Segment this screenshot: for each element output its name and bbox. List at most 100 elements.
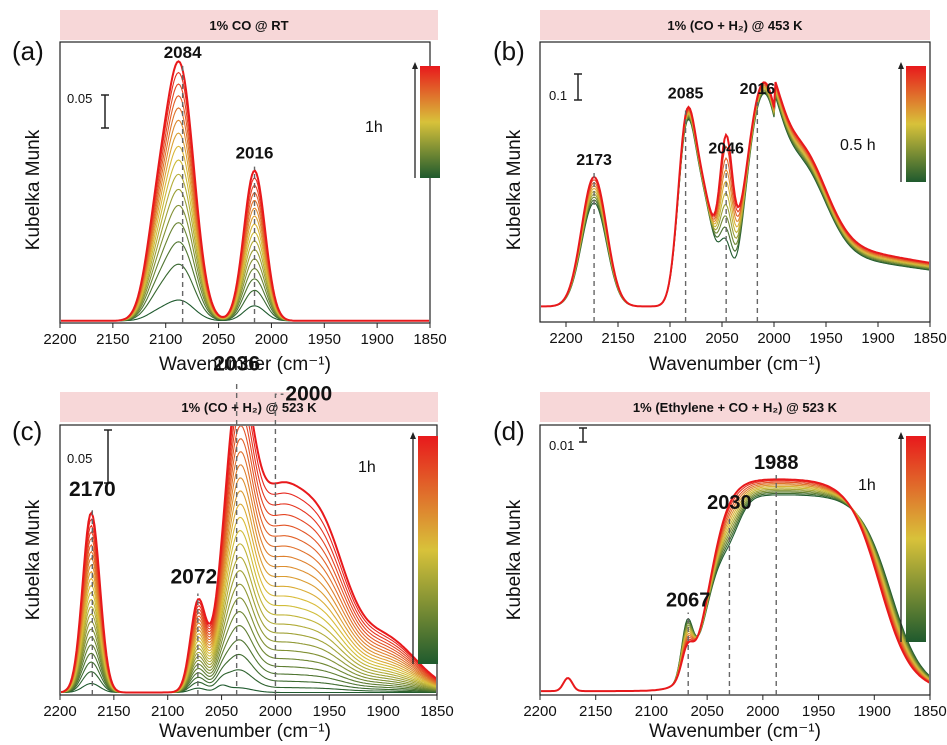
y-axis-title: Kubelka Munk <box>504 129 525 250</box>
spectrum-curve <box>61 529 436 694</box>
x-tick-label: 2150 <box>97 703 130 720</box>
spectrum-curve <box>61 426 436 694</box>
x-tick-label: 1950 <box>802 703 835 720</box>
x-axis-title: Wavenumber (cm⁻¹) <box>649 721 821 742</box>
x-tick-label: 1900 <box>858 703 891 720</box>
x-tick-label: 2000 <box>757 330 790 347</box>
scale-bar-label: 0.1 <box>549 88 567 103</box>
x-tick-label: 1850 <box>413 331 446 348</box>
x-tick-label: 2100 <box>149 331 182 348</box>
x-tick-label: 1850 <box>913 703 946 720</box>
panel-b: 1% (CO + H₂) @ 453 K (b) 2200 2150 2100 2050 2… <box>493 10 947 375</box>
x-tick-label: 2000 <box>746 703 779 720</box>
panel-title: 1% (CO + H₂) @ 523 K <box>181 400 317 415</box>
x-tick-label: 1900 <box>861 330 894 347</box>
panel-title: 1% CO @ RT <box>209 18 288 33</box>
x-tick-label: 2050 <box>205 703 238 720</box>
spectrum-curve <box>541 478 929 693</box>
time-label: 0.5 h <box>840 137 876 154</box>
peak-label: 2036 <box>213 352 260 375</box>
time-arrow-head <box>410 432 416 439</box>
peak-label: 2016 <box>740 81 776 98</box>
spectrum-curve <box>541 484 929 692</box>
spectrum-curve <box>541 490 929 692</box>
scale-bar-label: 0.05 <box>67 451 92 466</box>
x-tick-label: 1950 <box>308 331 341 348</box>
spectrum-curve <box>61 556 436 694</box>
time-label: 1h <box>365 119 383 136</box>
x-axis-title: Wavenumber (cm⁻¹) <box>649 354 821 375</box>
peak-label: 1988 <box>754 452 799 474</box>
x-tick-label: 1950 <box>313 703 346 720</box>
time-color-bar <box>418 436 438 664</box>
plot-frame <box>539 424 931 696</box>
scale-bar-label: 0.01 <box>549 438 574 453</box>
x-tick-label: 2000 <box>255 331 288 348</box>
spectrum-curve <box>61 71 429 322</box>
panel-title: 1% (CO + H₂) @ 453 K <box>667 18 803 33</box>
x-tick-label: 2000 <box>259 703 292 720</box>
x-tick-label: 2200 <box>43 331 76 348</box>
panel-d: 1% (Ethylene + CO + H₂) @ 523 K (d) 2200 21… <box>493 392 947 742</box>
x-tick-label: 2150 <box>96 331 129 348</box>
peak-label: 2085 <box>668 86 704 103</box>
panel-letter: (b) <box>493 36 525 66</box>
peak-label: 2046 <box>708 140 744 157</box>
peak-label: 2067 <box>666 589 711 611</box>
x-tick-label: 1900 <box>366 703 399 720</box>
x-tick-label: 2050 <box>690 703 723 720</box>
spectrum-curve <box>61 426 436 694</box>
spectrum-curve <box>541 488 929 692</box>
time-arrow-head <box>898 432 904 439</box>
x-tick-label: 2100 <box>653 330 686 347</box>
x-tick-label: 1850 <box>913 330 946 347</box>
spectrum-curve <box>61 583 436 694</box>
spectrum-curve <box>541 492 929 692</box>
spectra-series <box>61 60 429 322</box>
panel-title: 1% (Ethylene + CO + H₂) @ 523 K <box>633 400 838 415</box>
spectrum-curve <box>61 597 436 694</box>
time-label: 1h <box>358 459 376 476</box>
spectrum-curve <box>61 543 436 694</box>
time-color-bar <box>906 436 926 642</box>
time-color-bar <box>906 66 926 182</box>
spectrum-curve <box>61 299 429 322</box>
panel-title-banner <box>540 10 930 40</box>
x-axis-title: Wavenumber (cm⁻¹) <box>159 354 331 375</box>
y-axis-title: Kubelka Munk <box>23 129 44 250</box>
y-axis-title: Kubelka Munk <box>23 499 44 620</box>
spectra-series <box>61 426 436 694</box>
x-tick-label: 2150 <box>579 703 612 720</box>
peak-label: 2084 <box>164 43 202 62</box>
panel-title-banner <box>60 10 438 40</box>
peak-label: 2016 <box>236 144 274 163</box>
time-arrow-head <box>898 62 904 69</box>
scale-bar-label: 0.05 <box>67 91 92 106</box>
time-color-bar <box>420 66 440 178</box>
spectra-series <box>541 478 929 693</box>
x-tick-label: 2150 <box>601 330 634 347</box>
panel-letter: (a) <box>12 36 44 66</box>
x-tick-label: 1850 <box>420 703 453 720</box>
spectrum-curve <box>61 438 436 694</box>
panel-c: 1% (CO + H₂) @ 523 K (c) 2200 2150 2100 2050 2… <box>12 352 454 742</box>
peak-label: 2072 <box>171 565 218 588</box>
peak-label: 2000 <box>285 382 332 405</box>
x-tick-label: 2100 <box>151 703 184 720</box>
x-tick-label: 2050 <box>705 330 738 347</box>
spectrum-curve <box>541 81 929 308</box>
plot-frame <box>59 41 431 324</box>
peak-marker-line <box>274 393 284 695</box>
time-label: 1h <box>858 477 876 494</box>
panel-letter: (d) <box>493 416 525 446</box>
x-tick-label: 2050 <box>202 331 235 348</box>
peak-label: 2170 <box>69 478 116 501</box>
panel-title-banner <box>60 392 438 422</box>
y-axis-title: Kubelka Munk <box>504 499 525 620</box>
x-tick-label: 1900 <box>360 331 393 348</box>
spectrum-curve <box>61 263 429 322</box>
plot-frame <box>539 41 931 323</box>
spectrum-curve <box>61 60 429 322</box>
panel-letter: (c) <box>12 416 42 446</box>
